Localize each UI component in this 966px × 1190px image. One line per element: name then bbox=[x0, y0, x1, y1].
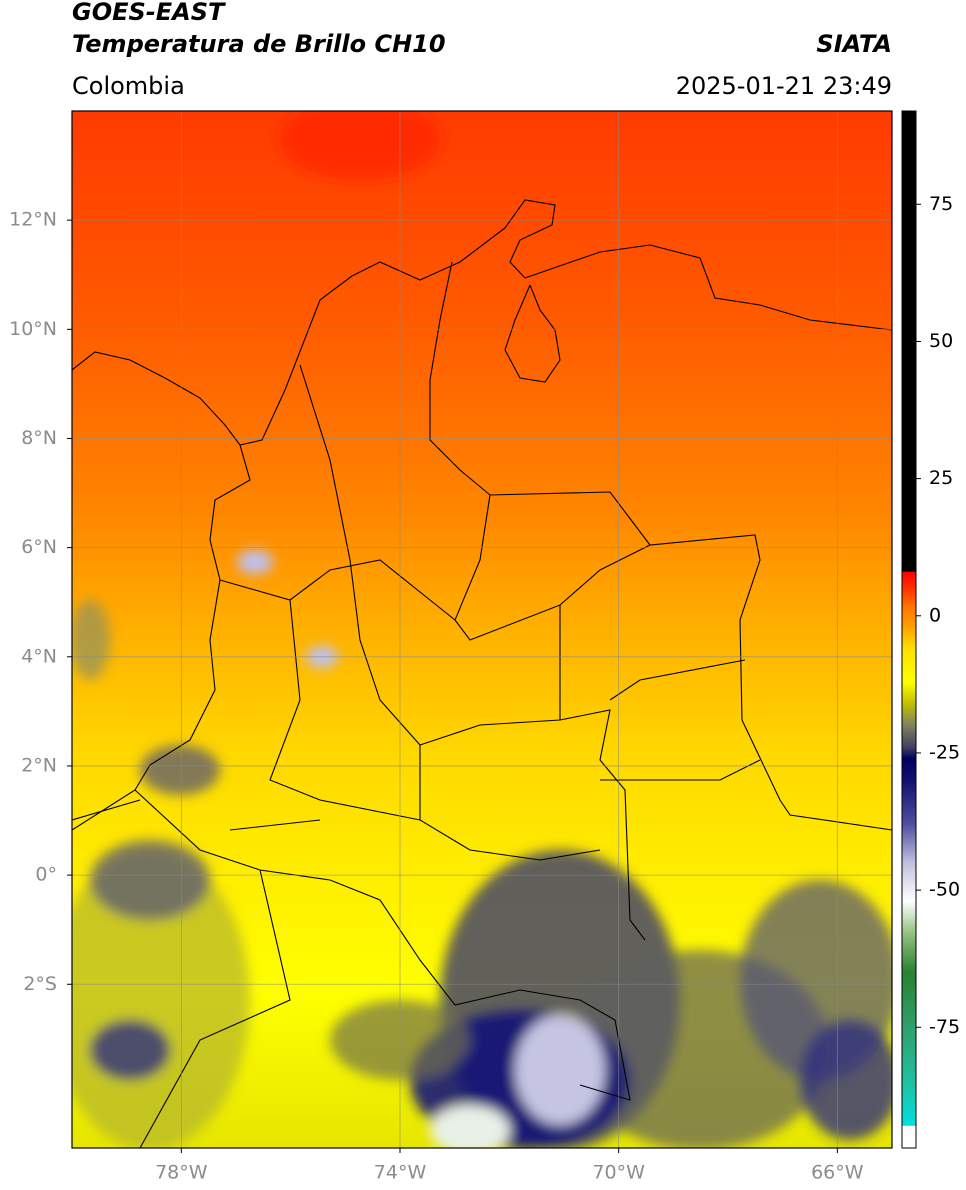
colorbar-tick-label: 25 bbox=[929, 467, 953, 489]
map bbox=[72, 111, 892, 1148]
y-tick-label: 8°N bbox=[21, 427, 57, 449]
x-tick-label: 66°W bbox=[811, 1162, 864, 1184]
y-tick-label: 12°N bbox=[9, 209, 57, 231]
x-tick-label: 70°W bbox=[592, 1162, 645, 1184]
grid bbox=[72, 111, 892, 1148]
x-tick-label: 74°W bbox=[374, 1162, 427, 1184]
coastlines-borders bbox=[72, 199, 892, 1148]
y-tick-label: 2°N bbox=[21, 754, 57, 776]
y-tick-label: 4°N bbox=[21, 645, 57, 667]
colorbar-tick-label: 0 bbox=[929, 604, 941, 626]
y-tick-label: 6°N bbox=[21, 536, 57, 558]
satellite: GOES-EAST bbox=[72, 0, 226, 26]
map-frame bbox=[71, 110, 893, 1149]
y-tick-label: 10°N bbox=[9, 318, 57, 340]
colorbar-tick-label: -25 bbox=[929, 741, 960, 763]
y-tick-label: 0° bbox=[35, 864, 57, 886]
datetime: 2025-01-21 23:49 bbox=[676, 72, 892, 100]
colorbar-tick-label: -50 bbox=[929, 879, 960, 901]
colorbar-tick-label: 75 bbox=[929, 193, 953, 215]
product: Temperatura de Brillo CH10 bbox=[72, 30, 446, 58]
x-tick-label: 78°W bbox=[155, 1162, 208, 1184]
colorbar-tick-label: 50 bbox=[929, 330, 953, 352]
region: Colombia bbox=[72, 72, 185, 100]
colorbar-tick-label: -75 bbox=[929, 1016, 960, 1038]
y-tick-label: 2°S bbox=[23, 973, 57, 995]
colorbar bbox=[901, 110, 917, 1149]
clouds bbox=[72, 111, 892, 1148]
source: SIATA bbox=[816, 30, 892, 58]
